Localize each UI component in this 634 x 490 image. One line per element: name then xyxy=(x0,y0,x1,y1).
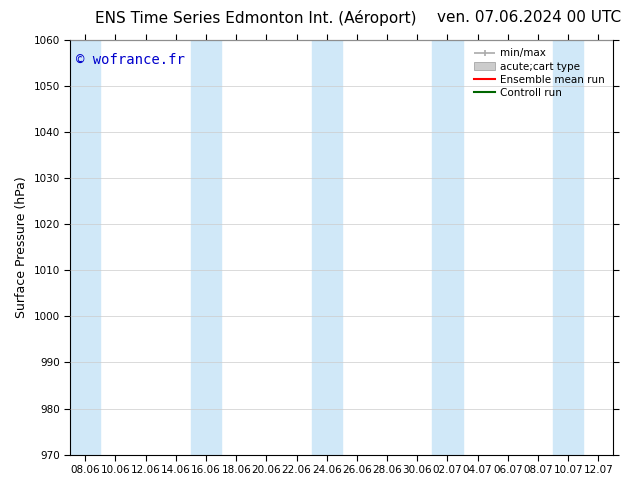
Bar xyxy=(70,40,100,455)
Bar xyxy=(191,40,221,455)
Y-axis label: Surface Pressure (hPa): Surface Pressure (hPa) xyxy=(15,176,28,318)
Text: © wofrance.fr: © wofrance.fr xyxy=(75,52,184,67)
Bar xyxy=(432,40,463,455)
Bar xyxy=(553,40,583,455)
Text: ENS Time Series Edmonton Int. (Aéroport): ENS Time Series Edmonton Int. (Aéroport) xyxy=(95,10,417,26)
Legend: min/max, acute;cart type, Ensemble mean run, Controll run: min/max, acute;cart type, Ensemble mean … xyxy=(471,46,608,101)
Bar xyxy=(312,40,342,455)
Text: ven. 07.06.2024 00 UTC: ven. 07.06.2024 00 UTC xyxy=(437,10,621,25)
